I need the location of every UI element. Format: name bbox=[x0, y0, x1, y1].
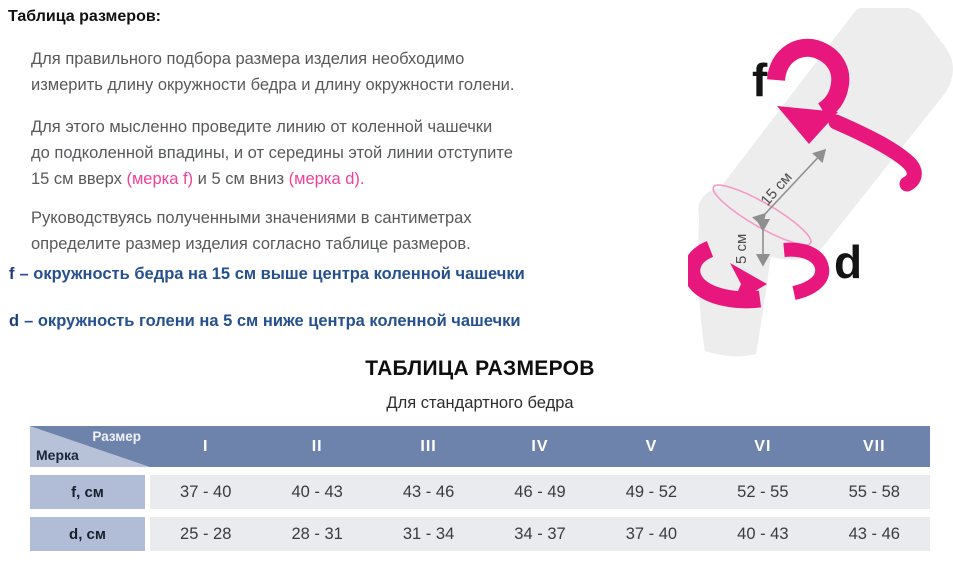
f-band-bottom-arc bbox=[828, 114, 922, 192]
f-circumference-band bbox=[767, 38, 922, 192]
size-table-header-row: Размер Мерка I II III IV V VI VII bbox=[30, 426, 930, 467]
legend-d-definition: d – окружность голени на 5 см ниже центра… bbox=[9, 312, 689, 331]
paragraph-line: до подколенной впадины, и от середины эт… bbox=[31, 144, 513, 162]
size-value-cell: 55 - 58 bbox=[848, 482, 900, 501]
size-col-header: I bbox=[202, 437, 209, 455]
instruction-paragraph-3: Руководствуясь полученными значениями в … bbox=[31, 205, 681, 257]
mark-f-highlight: (мерка f) bbox=[126, 170, 194, 188]
legend-f-definition: f – окружность бедра на 15 см выше центра… bbox=[9, 265, 689, 284]
knee-measurement-diagram: 15 см 5 см f d bbox=[688, 8, 953, 357]
size-value-cell: 40 - 43 bbox=[737, 524, 789, 543]
f-band-top-arc bbox=[767, 38, 850, 119]
measure-up-text: 15 см вверх bbox=[31, 170, 127, 188]
shin-measure-label: 5 см bbox=[733, 234, 750, 264]
measuring-instructions: Для правильного подбора размера изделия … bbox=[31, 46, 681, 273]
instruction-paragraph-1: Для правильного подбора размера изделия … bbox=[31, 46, 681, 98]
size-col-header: IV bbox=[531, 437, 549, 455]
size-value-cell: 25 - 28 bbox=[180, 524, 232, 543]
row-values-f: 37 - 40 40 - 43 43 - 46 46 - 49 49 - 52 … bbox=[150, 475, 930, 509]
size-value-cell: 34 - 37 bbox=[514, 524, 566, 543]
size-table-title: ТАБЛИЦА РАЗМЕРОВ bbox=[365, 357, 595, 380]
size-col-header: VI bbox=[754, 437, 772, 455]
table-row-f: f, см 37 - 40 40 - 43 43 - 46 46 - 49 49… bbox=[30, 475, 930, 509]
size-value-cell: 49 - 52 bbox=[625, 482, 678, 501]
legend-f-letter: f bbox=[9, 265, 15, 283]
size-value-cell: 37 - 40 bbox=[180, 482, 232, 501]
row-label-f: f, см bbox=[30, 475, 145, 509]
legend-d-text: – окружность голени на 5 см ниже центра … bbox=[24, 312, 521, 330]
paragraph-line: 15 см вверх (мерка f) и 5 см вниз (мерка… bbox=[31, 166, 681, 192]
instruction-paragraph-2: Для этого мысленно проведите линию от ко… bbox=[31, 114, 681, 192]
corner-size-label: Размер bbox=[92, 429, 141, 444]
d-band-arrowhead bbox=[730, 263, 767, 305]
mark-d-highlight: (мерка d). bbox=[288, 170, 365, 188]
paragraph-line: Руководствуясь полученными значениями в … bbox=[31, 209, 472, 227]
size-value-cell: 31 - 34 bbox=[402, 524, 455, 543]
paragraph-line: Для правильного подбора размера изделия … bbox=[31, 50, 465, 68]
size-col-header: VII bbox=[863, 437, 886, 455]
f-band-arrowhead bbox=[777, 106, 838, 144]
diagram-f-label: f bbox=[752, 54, 768, 106]
size-value-cell: 46 - 49 bbox=[514, 482, 566, 501]
size-value-cell: 40 - 43 bbox=[291, 482, 343, 501]
corner-measure-label: Мерка bbox=[36, 447, 79, 463]
size-value-cell: 43 - 46 bbox=[848, 524, 900, 543]
legend-d-letter: d bbox=[9, 312, 20, 330]
measurement-arrows bbox=[752, 148, 827, 267]
measure-down-text: и 5 см вниз bbox=[193, 170, 289, 188]
page-title: Таблица размеров: bbox=[8, 8, 161, 25]
diagram-d-label: d bbox=[834, 236, 862, 288]
d-circumference-band bbox=[688, 241, 830, 309]
table-row-d: d, см 25 - 28 28 - 31 31 - 34 34 - 37 37… bbox=[30, 517, 930, 551]
size-col-header: III bbox=[420, 437, 437, 455]
shin-shape bbox=[697, 206, 775, 357]
row-values-d: 25 - 28 28 - 31 31 - 34 34 - 37 37 - 40 … bbox=[150, 517, 930, 551]
paragraph-line: измерить длину окружности бедра и длину … bbox=[31, 76, 515, 94]
size-value-cell: 43 - 46 bbox=[402, 482, 455, 501]
size-col-header: V bbox=[645, 437, 658, 455]
size-col-header: II bbox=[311, 437, 323, 455]
size-table-corner-cell: Размер Мерка bbox=[30, 426, 150, 467]
size-value-cell: 52 - 55 bbox=[737, 482, 789, 501]
legend-f-text: – окружность бедра на 15 см выше центра … bbox=[19, 265, 525, 283]
d-band-right-arc bbox=[783, 242, 830, 300]
row-label-d: d, см bbox=[30, 517, 145, 551]
size-value-cell: 28 - 31 bbox=[291, 524, 343, 543]
thigh-measure-arrow bbox=[752, 148, 827, 228]
size-table-subtitle: Для стандартного бедра bbox=[386, 394, 574, 412]
paragraph-line: определите размер изделия согласно табли… bbox=[31, 235, 471, 253]
paragraph-line: Для этого мысленно проведите линию от ко… bbox=[31, 118, 493, 136]
size-value-cell: 37 - 40 bbox=[625, 524, 678, 543]
size-table: Размер Мерка I II III IV V VI VII f, см … bbox=[30, 426, 930, 551]
